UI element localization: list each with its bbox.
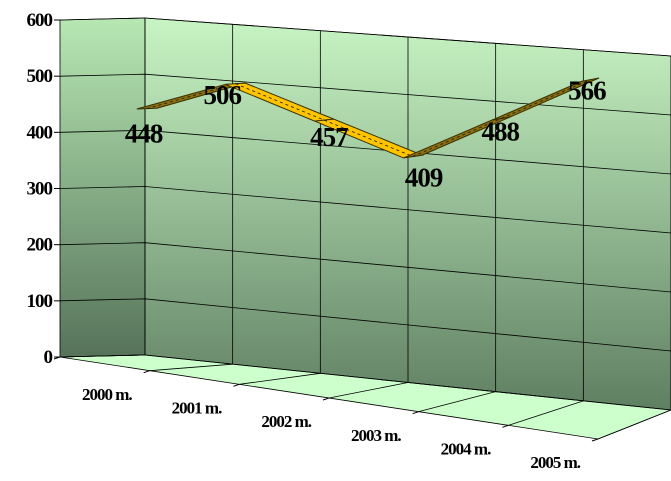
x-tick-mark [412,411,419,415]
x-tick-mark [591,438,599,442]
data-label: 506 [204,80,242,110]
data-label: 488 [482,116,520,146]
data-label: 409 [405,162,443,192]
floor-gridline [328,382,409,399]
x-axis-categories: 2000 m. 2001 m. 2002 m. 2003 m. 2004 m. 2005 … [82,385,582,472]
y-tick-label: 200 [27,235,53,256]
x-tick-mark [502,424,509,428]
x-category-label: 2001 m. [172,399,222,418]
data-labels: 448 506 457 409 488 566 [125,76,607,193]
x-category-label: 2005 m. [530,453,580,472]
y-tick-label: 100 [27,291,53,312]
x-tick-mark [322,397,330,401]
floor-gridline [239,372,321,385]
y-tick-label: 400 [27,122,53,143]
series-ribbon [136,77,600,159]
ribbon-centerline [412,117,502,157]
data-label: 448 [125,119,163,149]
y-tick-label: 300 [27,179,53,200]
y-tick-label: 600 [27,10,53,31]
floor-gridline [149,363,233,372]
x-category-label: 2000 m. [82,385,132,404]
x-category-label: 2003 m. [351,426,401,445]
floor-gridline [59,354,146,358]
x-tick-mark [143,370,150,374]
gridlines [53,17,671,442]
ribbon-centerline [235,83,325,121]
data-label: 566 [568,76,606,106]
x-category-label: 2002 m. [261,412,311,431]
x-category-label: 2004 m. [441,440,491,459]
x-tick-mark [233,383,240,387]
y-tick-label: 500 [27,66,53,87]
floor-gridline [597,409,671,440]
data-label: 457 [310,122,348,152]
floor-gridline [418,391,496,413]
ribbon-centerline [324,119,413,157]
y-tick-label: 0 [44,347,53,368]
ribbon-centerline [501,79,591,119]
floor-gridline [508,400,584,426]
y-axis-ticks: 0 100 200 300 400 500 600 [27,10,54,368]
